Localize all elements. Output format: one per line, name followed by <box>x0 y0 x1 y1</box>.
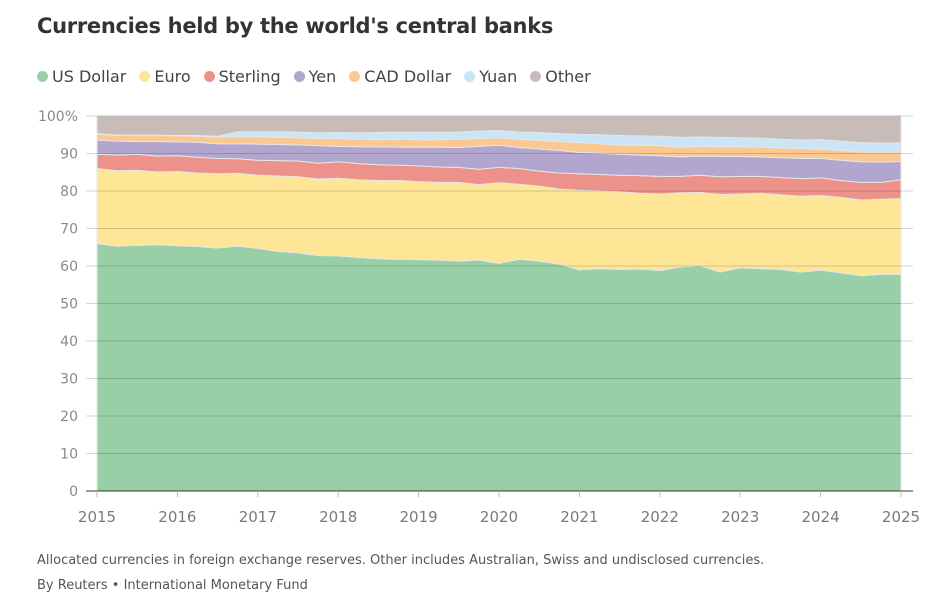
x-tick-label: 2025 <box>882 508 920 526</box>
x-tick-label: 2019 <box>400 508 438 526</box>
y-tick-label: 20 <box>60 409 78 425</box>
x-tick-label: 2018 <box>319 508 357 526</box>
y-tick-label: 70 <box>60 222 78 238</box>
legend-dot-icon <box>293 71 305 82</box>
y-tick-label: 10 <box>60 447 78 463</box>
x-tick-label: 2024 <box>802 508 840 526</box>
legend-item-cad-dollar: CAD Dollar <box>349 67 451 86</box>
axes-layer: 0 10 20 30 40 50 60 70 80 90 100% 2015 2016 2017 2018 2… <box>38 109 920 526</box>
legend-item-other: Other <box>530 67 591 86</box>
y-tick-label: 50 <box>60 297 78 313</box>
chart-source: By Reuters • International Monetary Fund <box>37 578 308 593</box>
legend-dot-icon <box>530 71 542 82</box>
x-tick-label: 2021 <box>560 508 598 526</box>
stacked-area-chart: 0 10 20 30 40 50 60 70 80 90 100% 2015 2016 2017 2018 2… <box>38 109 920 526</box>
legend-label: CAD Dollar <box>364 67 452 86</box>
y-tick-label: 0 <box>69 484 78 500</box>
chart-note: Allocated currencies in foreign exchange… <box>37 553 765 568</box>
legend-item-us-dollar: US Dollar <box>37 67 126 86</box>
y-tick-label: 60 <box>60 259 78 275</box>
legend-label: Other <box>545 67 591 86</box>
x-tick-label: 2016 <box>158 508 196 526</box>
x-tick-label: 2022 <box>641 508 679 526</box>
legend-dot-icon <box>37 71 48 82</box>
x-tick-label: 2015 <box>78 508 116 526</box>
y-tick-label: 80 <box>60 184 78 200</box>
area-other <box>96 115 902 144</box>
legend-dot-icon <box>139 71 151 82</box>
y-tick-label: 90 <box>60 147 78 163</box>
legend: US Dollar Euro Sterling Yen CAD Dollar Y… <box>37 67 604 86</box>
legend-dot-icon <box>349 71 361 82</box>
legend-item-euro: Euro <box>139 67 191 86</box>
legend-item-yen: Yen <box>293 67 337 86</box>
legend-item-sterling: Sterling <box>203 67 281 86</box>
x-tick-label: 2023 <box>721 508 759 526</box>
legend-dot-icon <box>203 71 215 82</box>
y-tick-label: 30 <box>60 372 78 388</box>
legend-label: Euro <box>154 67 191 86</box>
y-tick-label: 40 <box>60 334 78 350</box>
legend-label: Sterling <box>218 67 281 86</box>
legend-label: Yuan <box>479 67 518 86</box>
x-tick-label: 2017 <box>239 508 277 526</box>
areas-layer <box>96 115 902 492</box>
y-tick-label: 100% <box>38 109 78 125</box>
legend-label: Yen <box>308 67 337 86</box>
legend-dot-icon <box>464 71 476 82</box>
chart-title: Currencies held by the world's central b… <box>37 14 554 38</box>
legend-item-yuan: Yuan <box>464 67 517 86</box>
x-tick-label: 2020 <box>480 508 518 526</box>
legend-label: US Dollar <box>52 67 127 86</box>
